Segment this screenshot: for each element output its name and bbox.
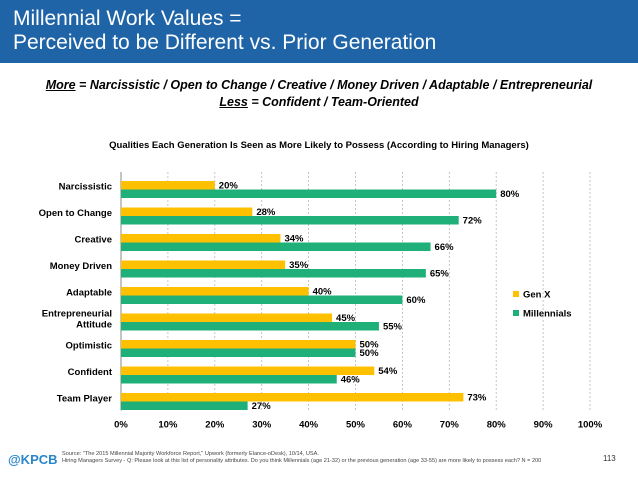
data-label: 60% (406, 295, 426, 306)
bar-genx (121, 366, 375, 375)
x-tick-label: 50% (346, 420, 366, 431)
bar-millennials (121, 242, 431, 251)
source-line1: Source: "The 2015 Millennial Majority Wo… (62, 451, 319, 457)
bar-genx (121, 207, 253, 216)
data-label: 73% (467, 393, 487, 404)
data-label: 55% (383, 322, 403, 333)
data-label: 50% (360, 348, 380, 359)
data-label: 40% (313, 287, 333, 298)
category-label: Confident (68, 367, 113, 378)
category-label: Narcissistic (59, 182, 112, 193)
x-tick-label: 90% (534, 420, 554, 431)
legend-swatch (513, 291, 519, 297)
subtitle-more: More = Narcissistic / Open to Change / C… (0, 78, 638, 92)
data-label: 46% (341, 375, 361, 386)
data-label: 80% (500, 189, 520, 200)
chart-title: Qualities Each Generation Is Seen as Mor… (109, 140, 529, 151)
data-label: 27% (252, 401, 272, 412)
subtitle-more-text: = Narcissistic / Open to Change / Creati… (75, 78, 593, 92)
bar-millennials (121, 216, 459, 225)
category-label: Adaptable (66, 288, 112, 299)
data-label: 20% (219, 181, 239, 192)
subtitle-more-key: More (45, 78, 76, 92)
data-label: 72% (463, 216, 483, 227)
legend-label: Gen X (523, 290, 551, 301)
bar-millennials (121, 269, 426, 278)
bar-genx (121, 181, 215, 190)
bar-genx (121, 234, 281, 243)
data-label: 65% (430, 269, 450, 280)
bar-millennials (121, 375, 337, 384)
page-number: 113 (603, 454, 616, 463)
x-tick-label: 20% (205, 420, 225, 431)
x-tick-label: 60% (393, 420, 413, 431)
bar-millennials (121, 348, 356, 357)
data-label: 45% (336, 313, 356, 324)
bar-genx (121, 340, 356, 349)
legend-label: Millennials (523, 309, 572, 320)
subtitle-less-key: Less (219, 95, 248, 109)
subtitle-less: Less = Confident / Team-Oriented (0, 95, 638, 109)
data-label: 66% (435, 242, 455, 253)
page-title-line2: Perceived to be Different vs. Prior Gene… (13, 31, 437, 54)
bar-genx (121, 287, 309, 296)
data-label: 50% (360, 340, 380, 351)
subtitle-less-text: = Confident / Team-Oriented (247, 95, 419, 109)
x-tick-label: 10% (158, 420, 178, 431)
x-tick-label: 80% (487, 420, 507, 431)
page-title-line1: Millennial Work Values = (13, 7, 242, 30)
category-label: Team Player (57, 394, 113, 405)
x-tick-label: 70% (440, 420, 460, 431)
category-label: Attitude (76, 320, 112, 331)
x-tick-label: 100% (578, 420, 603, 431)
category-label: Creative (75, 235, 113, 246)
bar-genx (121, 393, 464, 402)
source-note: Source: "The 2015 Millennial Majority Wo… (62, 451, 541, 465)
kpcb-logo: @KPCB (8, 452, 58, 467)
data-label: 35% (289, 260, 309, 271)
x-tick-label: 30% (252, 420, 272, 431)
bar-millennials (121, 189, 497, 198)
category-label: Entrepreneurial (42, 309, 112, 320)
x-tick-label: 40% (299, 420, 319, 431)
bar-genx (121, 260, 286, 269)
category-label: Optimistic (66, 341, 112, 352)
bar-millennials (121, 322, 379, 331)
category-label: Money Driven (50, 261, 112, 272)
data-label: 34% (284, 234, 304, 245)
data-label: 28% (256, 207, 276, 218)
bar-millennials (121, 295, 403, 304)
category-label: Open to Change (39, 208, 112, 219)
header-banner: Millennial Work Values = Perceived to be… (0, 0, 638, 63)
legend-swatch (513, 310, 519, 316)
data-label: 54% (378, 366, 398, 377)
x-tick-label: 0% (114, 420, 128, 431)
bar-genx (121, 313, 333, 322)
source-line2: Hiring Managers Survey - Q: Please look … (62, 458, 542, 464)
bar-millennials (121, 401, 248, 410)
